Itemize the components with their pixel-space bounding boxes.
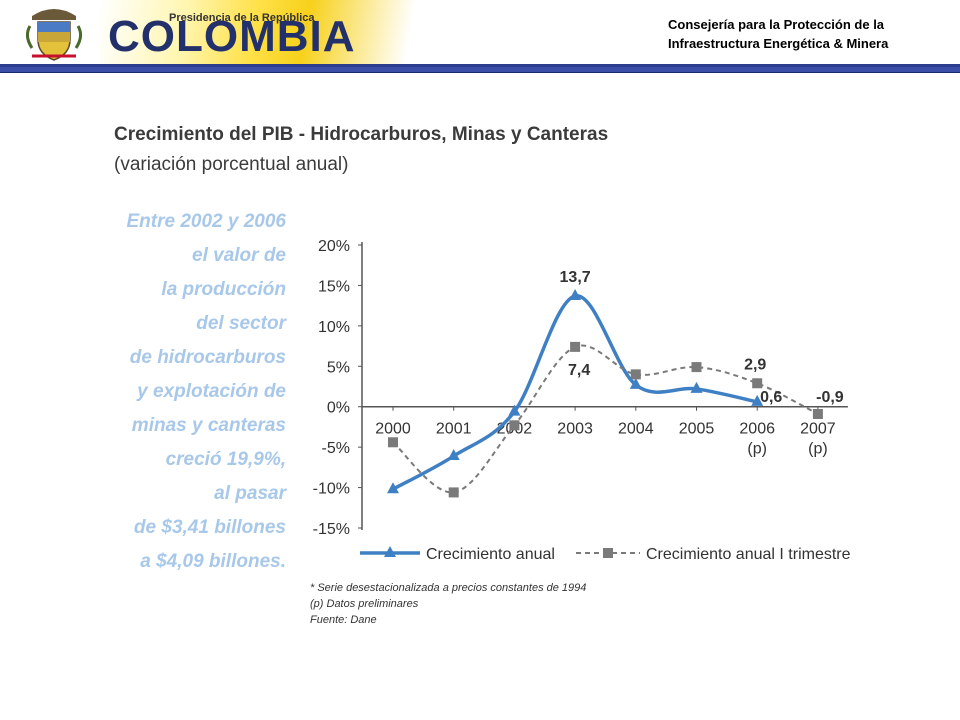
- x-tick-label: 2007: [800, 421, 836, 438]
- data-point-triangle: [387, 482, 399, 494]
- footnote-series: * Serie desestacionalizada a precios con…: [310, 582, 587, 594]
- series-line-0: [392, 294, 758, 491]
- y-tick-label: 5%: [327, 359, 350, 376]
- header-rule-line: [0, 72, 960, 73]
- y-tick-label: -15%: [313, 521, 350, 538]
- side-note-line: minas y canteras: [131, 415, 286, 436]
- presidencia-label: Presidencia de la República: [169, 12, 315, 24]
- consejeria-line-1: Consejería para la Protección de la: [668, 17, 885, 32]
- footnote-source: Fuente: Dane: [310, 614, 377, 626]
- data-point-square: [691, 362, 702, 373]
- side-note-line: creció 19,9%,: [165, 449, 286, 470]
- data-point-square: [448, 487, 459, 498]
- data-point-triangle: [447, 449, 460, 461]
- header-rule-thick: [0, 67, 960, 72]
- footnotes: * Serie desestacionalizada a precios con…: [310, 580, 586, 628]
- y-tick-label: 0%: [327, 400, 350, 417]
- x-tick-label: 2004: [618, 421, 654, 438]
- legend-label: Crecimiento anual I trimestre: [646, 546, 851, 563]
- data-point-square: [570, 341, 581, 352]
- data-point-triangle: [569, 288, 582, 300]
- x-tick-sublabel: (p): [808, 441, 828, 458]
- legend-label: Crecimiento anual: [426, 546, 555, 563]
- side-note-line: Entre 2002 y 2006: [126, 211, 286, 232]
- side-note-line: el valor de: [192, 245, 286, 266]
- chart-title: Crecimiento del PIB - Hidrocarburos, Min…: [114, 124, 609, 145]
- data-point-square: [509, 420, 520, 431]
- data-point-square: [812, 408, 823, 419]
- y-tick-label: 15%: [318, 278, 350, 295]
- legend-marker-triangle: [384, 546, 396, 557]
- colombia-logo: COLOMBIA: [108, 12, 356, 62]
- x-tick-label: 2001: [436, 421, 472, 438]
- data-point-triangle: [690, 381, 703, 393]
- chart-subtitle: (variación porcentual anual): [114, 154, 349, 175]
- side-note: Entre 2002 y 2006 el valor de la producció…: [100, 205, 286, 579]
- x-tick-label: 2000: [375, 421, 411, 438]
- y-tick-label: 20%: [318, 238, 350, 255]
- header-banner: COLOMBIA Presidencia de la República Con…: [0, 0, 960, 76]
- data-point-triangle: [508, 404, 521, 416]
- data-point-square: [630, 369, 641, 380]
- x-tick-label: 2003: [557, 421, 593, 438]
- y-tick-label: -5%: [322, 440, 350, 457]
- y-tick-label: 10%: [318, 319, 350, 336]
- side-note-line: a $4,09 billones.: [140, 551, 286, 572]
- data-label: 13,7: [560, 269, 591, 286]
- flag-stripe: [100, 0, 440, 66]
- legend-marker-square: [603, 548, 613, 558]
- header-rule: [0, 64, 960, 67]
- x-tick-label: 2005: [679, 421, 715, 438]
- footnote-preliminary: (p) Datos preliminares: [310, 598, 419, 610]
- side-note-line: de hidrocarburos: [129, 347, 286, 368]
- data-label: 2,9: [744, 356, 766, 373]
- data-point-square: [388, 437, 398, 448]
- data-label: 7,4: [568, 362, 590, 379]
- side-note-line: y explotación de: [137, 381, 286, 402]
- consejeria-title: Consejería para la Protección de la Infr…: [668, 15, 938, 53]
- data-label: 0,6: [760, 389, 782, 406]
- colombia-wordmark: COLOMBIA: [108, 12, 356, 61]
- consejeria-line-2: Infraestructura Energética & Minera: [668, 36, 889, 51]
- side-note-line: la producción: [161, 279, 286, 300]
- y-tick-label: -10%: [313, 481, 350, 498]
- x-tick-label: 2006: [739, 421, 775, 438]
- side-note-line: de $3,41 billones: [133, 517, 286, 538]
- side-note-line: al pasar: [214, 483, 286, 504]
- data-point-square: [752, 378, 763, 389]
- data-label: -0,9: [816, 389, 844, 406]
- coat-of-arms-icon: [25, 9, 83, 61]
- data-point-triangle: [629, 377, 642, 389]
- data-point-triangle: [751, 394, 764, 406]
- line-chart: 20%15%10%5%0%-5%-10%-15%2000200120022003…: [313, 238, 851, 563]
- x-tick-sublabel: (p): [747, 441, 767, 458]
- side-note-line: del sector: [196, 313, 286, 334]
